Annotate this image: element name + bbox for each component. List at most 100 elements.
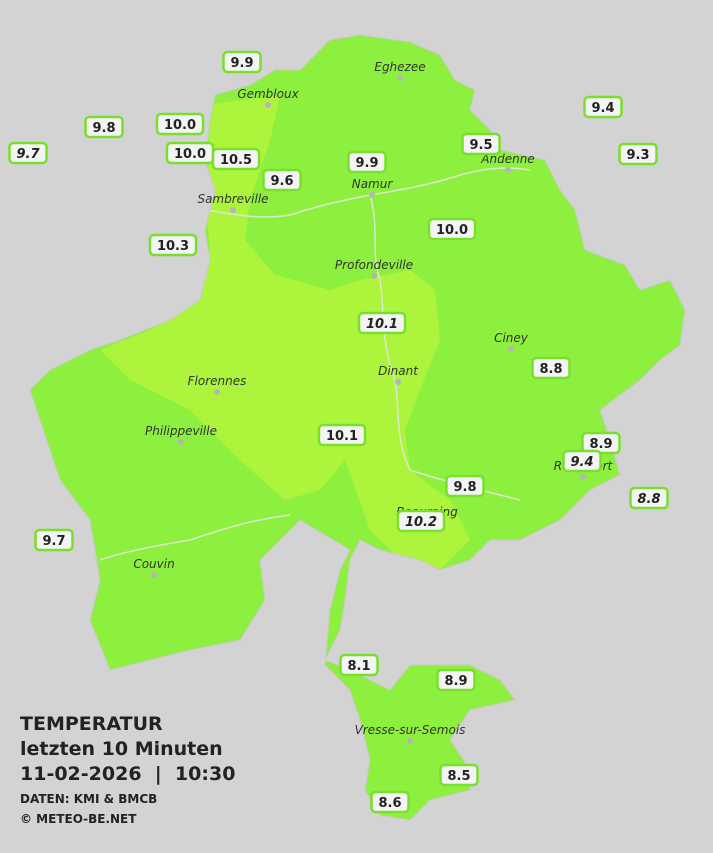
- station-value: 9.9: [230, 56, 253, 71]
- station-value: 9.5: [469, 138, 492, 153]
- station: 10.2: [396, 509, 446, 533]
- labels: Eghezee Gembloux Andenne Namur Sambreville Pr…: [8, 50, 669, 814]
- station-box: [34, 528, 74, 552]
- city-dot: [397, 75, 403, 81]
- station: 10.0: [427, 217, 477, 241]
- station-value: 9.7: [16, 147, 40, 162]
- station-value: 9.4: [570, 455, 593, 470]
- station: 10.3: [148, 233, 198, 257]
- city-dot: [580, 474, 586, 480]
- copyright: © METEO-BE.NET: [20, 812, 137, 826]
- station-value: 8.8: [637, 492, 660, 507]
- station-value: 9.9: [355, 156, 378, 171]
- city-name: Couvin: [133, 557, 174, 571]
- city-dot: [371, 273, 377, 279]
- station-box: [211, 147, 261, 171]
- station: 10.0: [155, 112, 205, 136]
- station-value: 9.3: [626, 148, 649, 163]
- city-name: Dinant: [378, 364, 419, 378]
- station-box: [155, 112, 205, 136]
- station: 9.9: [222, 50, 262, 74]
- subtitle: letzten 10 Minuten: [20, 738, 223, 760]
- station: 10.5: [211, 147, 261, 171]
- station-box: [317, 423, 367, 447]
- datetime: 11-02-2026 | 10:30: [20, 763, 235, 785]
- title: TEMPERATUR: [20, 713, 163, 735]
- station-value: 10.5: [220, 153, 252, 168]
- station: 9.4: [562, 449, 602, 473]
- station-value: 10.1: [366, 317, 398, 332]
- station: 9.8: [445, 474, 485, 498]
- station-value: 9.8: [92, 121, 115, 136]
- station: 9.7: [8, 141, 48, 165]
- station-box: [370, 790, 410, 814]
- station-box: [222, 50, 262, 74]
- station-box: [339, 653, 379, 677]
- city-name: Florennes: [188, 374, 247, 388]
- station: 9.4: [583, 95, 623, 119]
- city-dot: [265, 102, 271, 108]
- city-dot: [369, 192, 375, 198]
- station-value: 8.6: [378, 796, 401, 811]
- city-dot: [151, 572, 157, 578]
- station: 9.7: [34, 528, 74, 552]
- city-name: Andenne: [480, 152, 534, 166]
- city-name: Vresse-sur-Semois: [355, 723, 466, 737]
- warm-zone: [100, 95, 470, 570]
- station-value: 8.1: [347, 659, 370, 674]
- station: 8.8: [629, 486, 669, 510]
- station-box: [461, 132, 501, 156]
- city-dot: [505, 167, 511, 173]
- station-box: [357, 311, 407, 335]
- station: 10.1: [317, 423, 367, 447]
- city-dot: [178, 439, 184, 445]
- city-name: Eghezee: [374, 60, 425, 74]
- station-value: 8.8: [539, 362, 562, 377]
- station-box: [531, 356, 571, 380]
- city-name: Gembloux: [237, 87, 299, 101]
- station: 8.6: [370, 790, 410, 814]
- station-box: [583, 95, 623, 119]
- station: 8.1: [339, 653, 379, 677]
- station-value: 8.9: [444, 674, 467, 689]
- station: 9.8: [84, 115, 124, 139]
- station-box: [439, 763, 479, 787]
- station-value: 9.8: [453, 480, 476, 495]
- city-dot: [230, 207, 236, 213]
- station-value: 10.0: [164, 118, 196, 133]
- station: 8.5: [439, 763, 479, 787]
- station-box: [8, 141, 48, 165]
- station-value: 10.1: [326, 429, 358, 444]
- station-value: 8.5: [447, 769, 470, 784]
- station-value: 10.2: [405, 515, 437, 530]
- city-dot: [395, 379, 401, 385]
- station: 9.6: [262, 168, 302, 192]
- station-value: 10.0: [174, 147, 206, 162]
- city-dot: [407, 738, 413, 744]
- station: 9.9: [347, 150, 387, 174]
- city-dot: [214, 389, 220, 395]
- station-box: [436, 668, 476, 692]
- station-box: [427, 217, 477, 241]
- station: 8.9: [436, 668, 476, 692]
- station-box: [347, 150, 387, 174]
- station-value: 9.6: [270, 174, 293, 189]
- city-dot: [508, 346, 514, 352]
- station-value: 8.9: [589, 437, 612, 452]
- station-box: [445, 474, 485, 498]
- station-value: 9.7: [42, 534, 65, 549]
- station-box: [148, 233, 198, 257]
- station-value: 10.3: [157, 239, 189, 254]
- city-name: Ciney: [494, 331, 529, 345]
- station-box: [84, 115, 124, 139]
- city-name: Namur: [352, 177, 394, 191]
- station-value: 9.4: [591, 101, 614, 116]
- city-name: Profondeville: [335, 258, 413, 272]
- station: 9.5: [461, 132, 501, 156]
- station: 9.3: [618, 142, 658, 166]
- station-box: [562, 449, 602, 473]
- city-name: Sambreville: [197, 192, 268, 206]
- city-name: Philippeville: [145, 424, 217, 438]
- station: 8.8: [531, 356, 571, 380]
